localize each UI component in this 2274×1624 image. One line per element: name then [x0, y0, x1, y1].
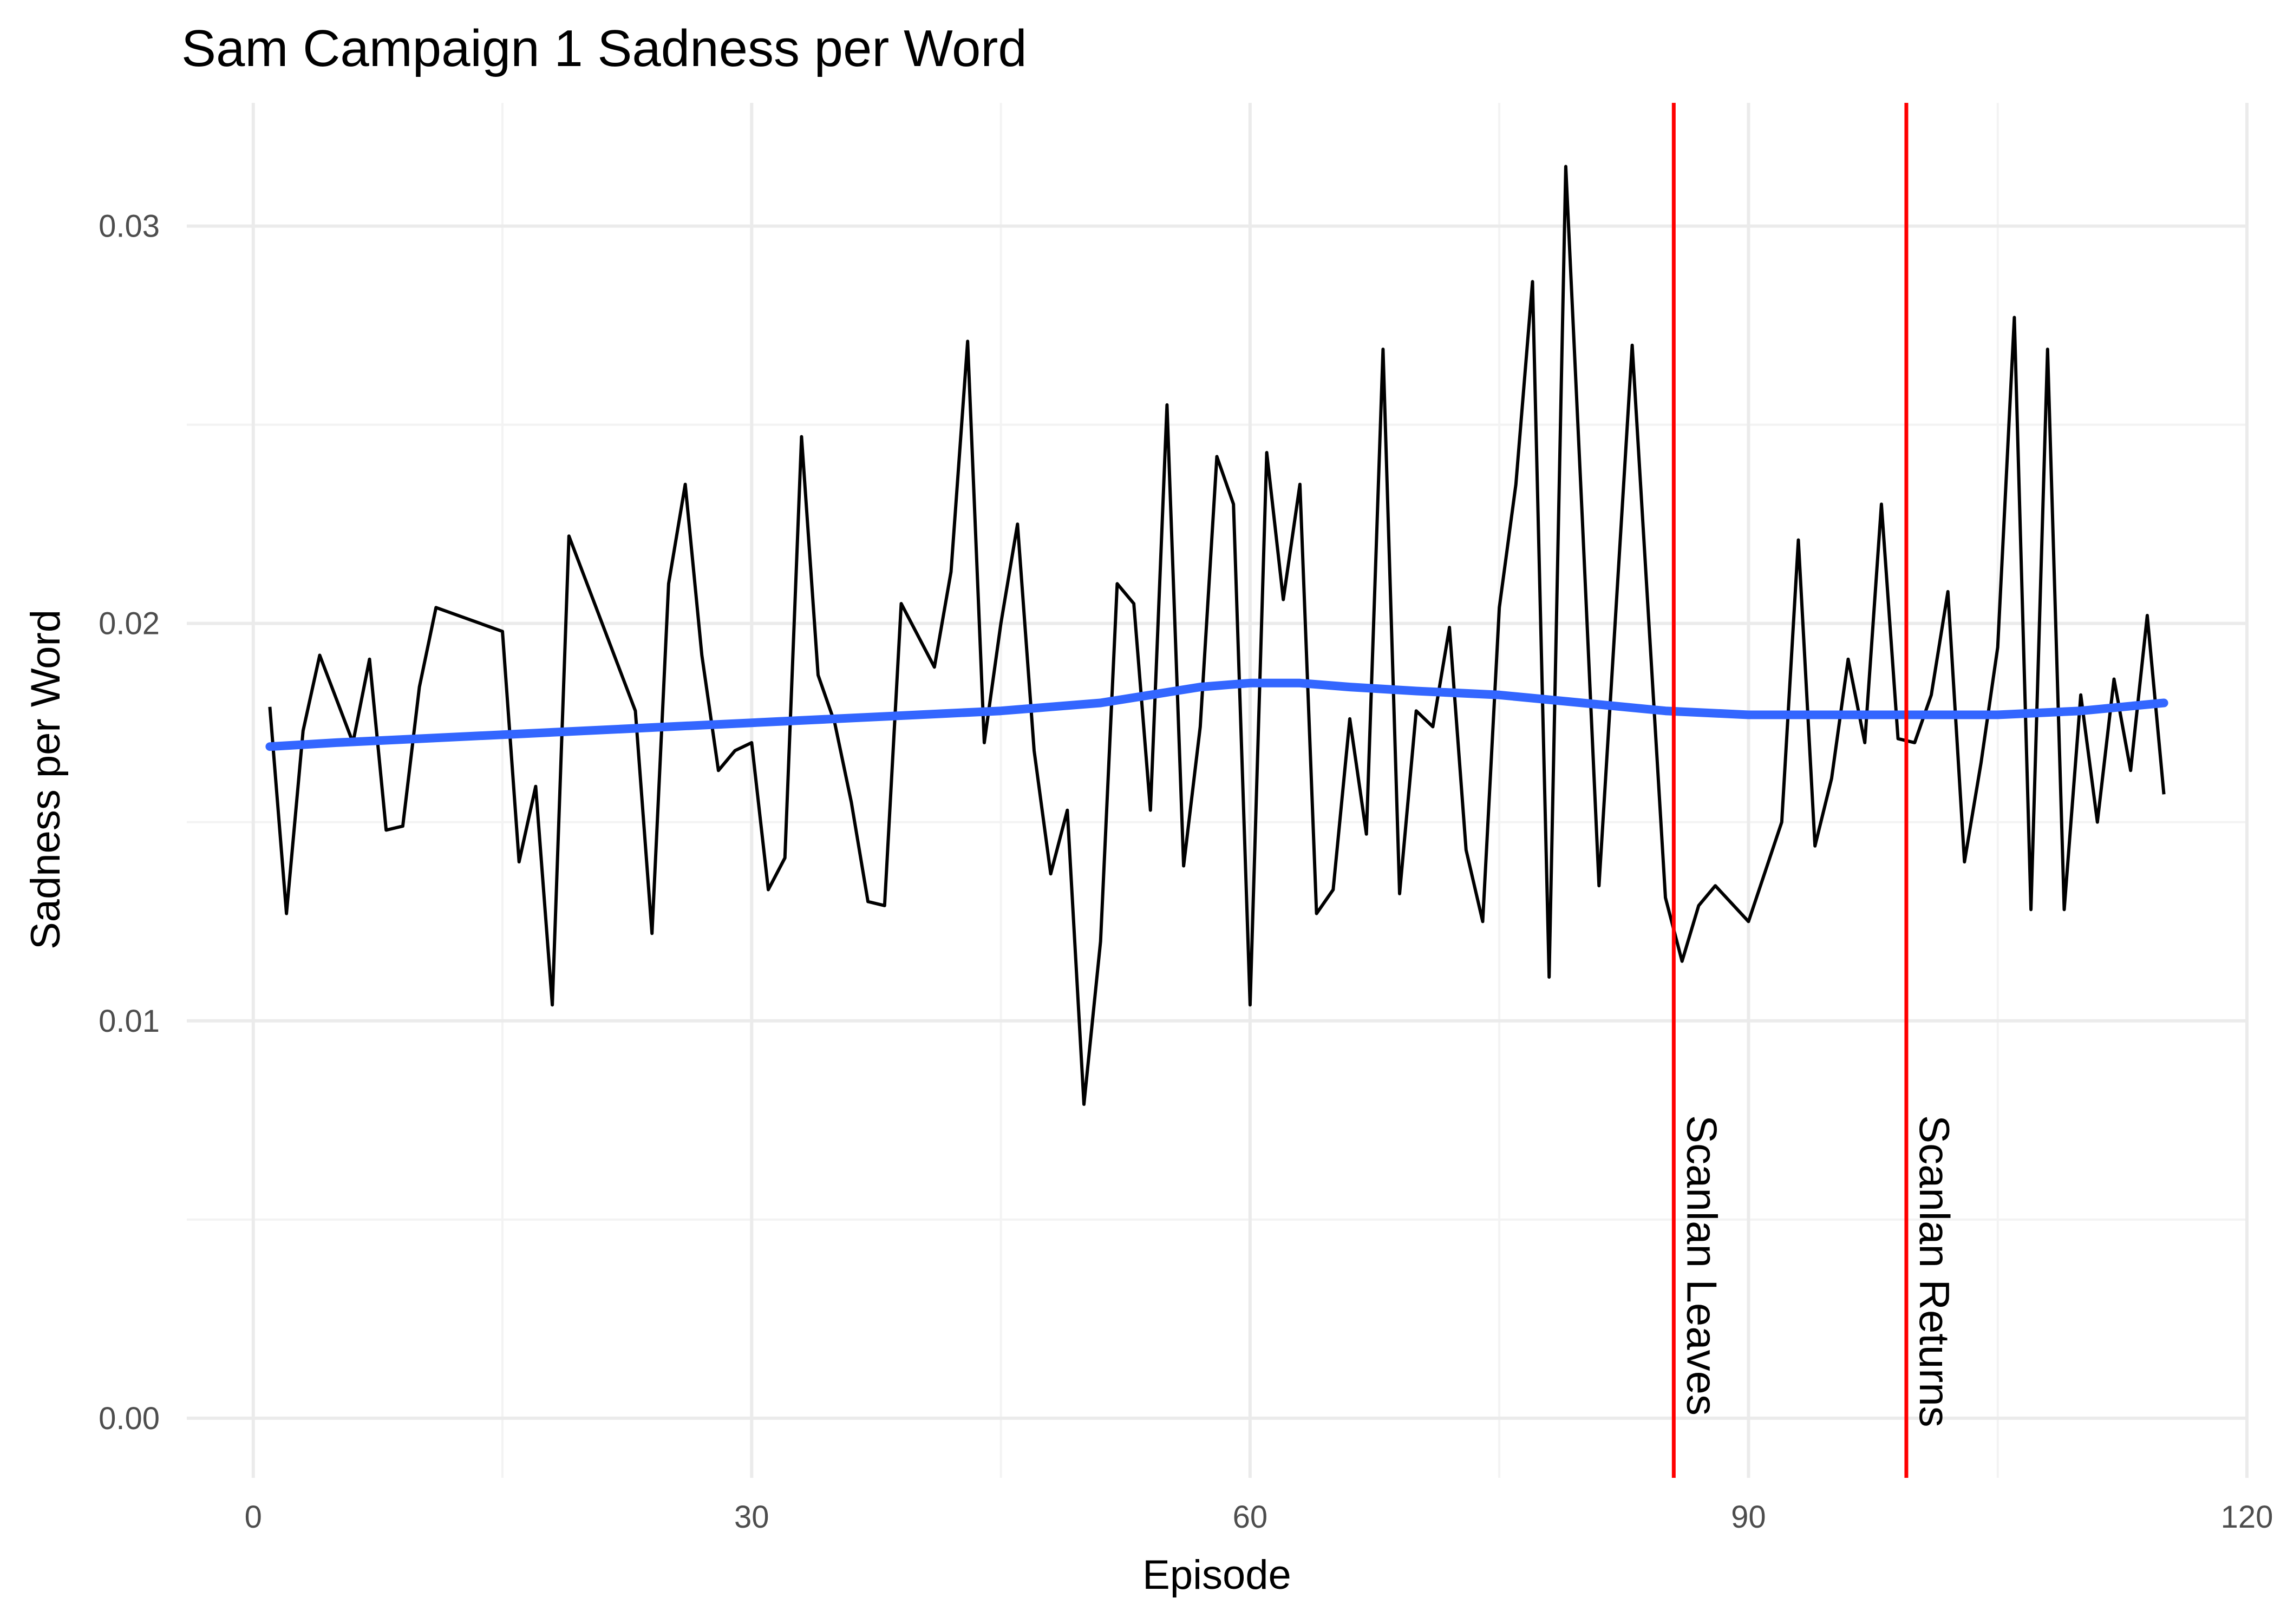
x-tick-label: 60 [1233, 1499, 1268, 1535]
x-tick-label: 120 [2221, 1499, 2273, 1535]
x-tick-label: 90 [1731, 1499, 1766, 1535]
x-tick-label: 30 [734, 1499, 769, 1535]
y-axis-label: Sadness per Word [23, 610, 69, 949]
y-tick-label: 0.03 [99, 209, 160, 244]
annotation-label: Scanlan Returns [1911, 1115, 1958, 1427]
annotation-label: Scanlan Leaves [1678, 1115, 1726, 1416]
series-line-smooth-trend [265, 678, 2168, 751]
tick-layer: 0 30 60 90 120 0.00 0.01 0.02 0.03 [99, 209, 2273, 1535]
x-tick-label: 0 [245, 1499, 262, 1535]
chart-title: Sam Campaign 1 Sadness per Word [181, 19, 1027, 77]
series-line-sadness [268, 165, 2166, 1106]
grid-layer [187, 103, 2249, 1478]
y-tick-label: 0.01 [99, 1004, 160, 1039]
y-tick-label: 0.02 [99, 606, 160, 641]
y-tick-label: 0.00 [99, 1401, 160, 1436]
annotation-layer: Scanlan Leaves Scanlan Returns [1671, 103, 1958, 1478]
data-layer [265, 165, 2168, 1106]
x-axis-label: Episode [1142, 1552, 1291, 1598]
